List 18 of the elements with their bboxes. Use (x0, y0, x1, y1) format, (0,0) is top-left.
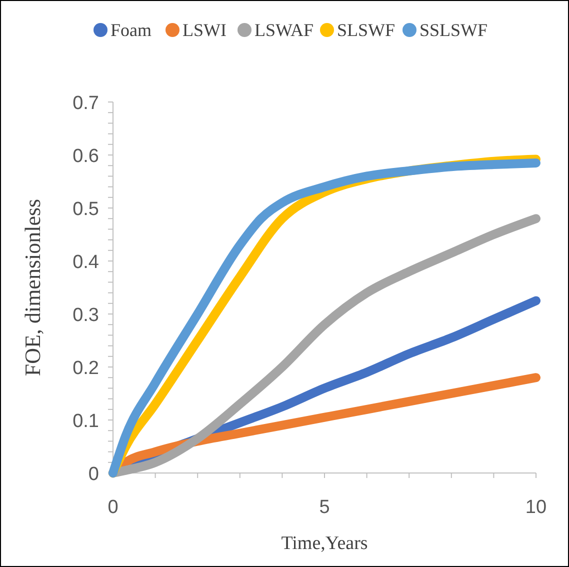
legend-label: SSLSWF (420, 20, 488, 40)
x-tick-label: 5 (319, 497, 330, 518)
y-tick-label: 0.2 (72, 358, 99, 379)
x-axis-title: Time,Years (281, 533, 368, 554)
y-tick-label: 0.6 (72, 146, 99, 167)
y-axis-title: FOE, dimensionless (20, 198, 45, 376)
y-tick-label: 0.4 (72, 252, 100, 273)
x-tick-label: 10 (525, 497, 547, 518)
y-tick-label: 0 (88, 464, 99, 485)
y-tick-label: 0.3 (72, 304, 99, 326)
y-tick-label: 0.7 (72, 92, 99, 114)
legend-label: SLSWF (337, 20, 396, 40)
legend-label: LSWAF (254, 20, 314, 40)
y-tick-label: 0.5 (72, 198, 99, 220)
legend-label: LSWI (182, 20, 226, 40)
y-tick-label: 0.1 (72, 410, 99, 432)
x-tick-label: 0 (108, 497, 118, 518)
legend-label: Foam (110, 20, 152, 40)
